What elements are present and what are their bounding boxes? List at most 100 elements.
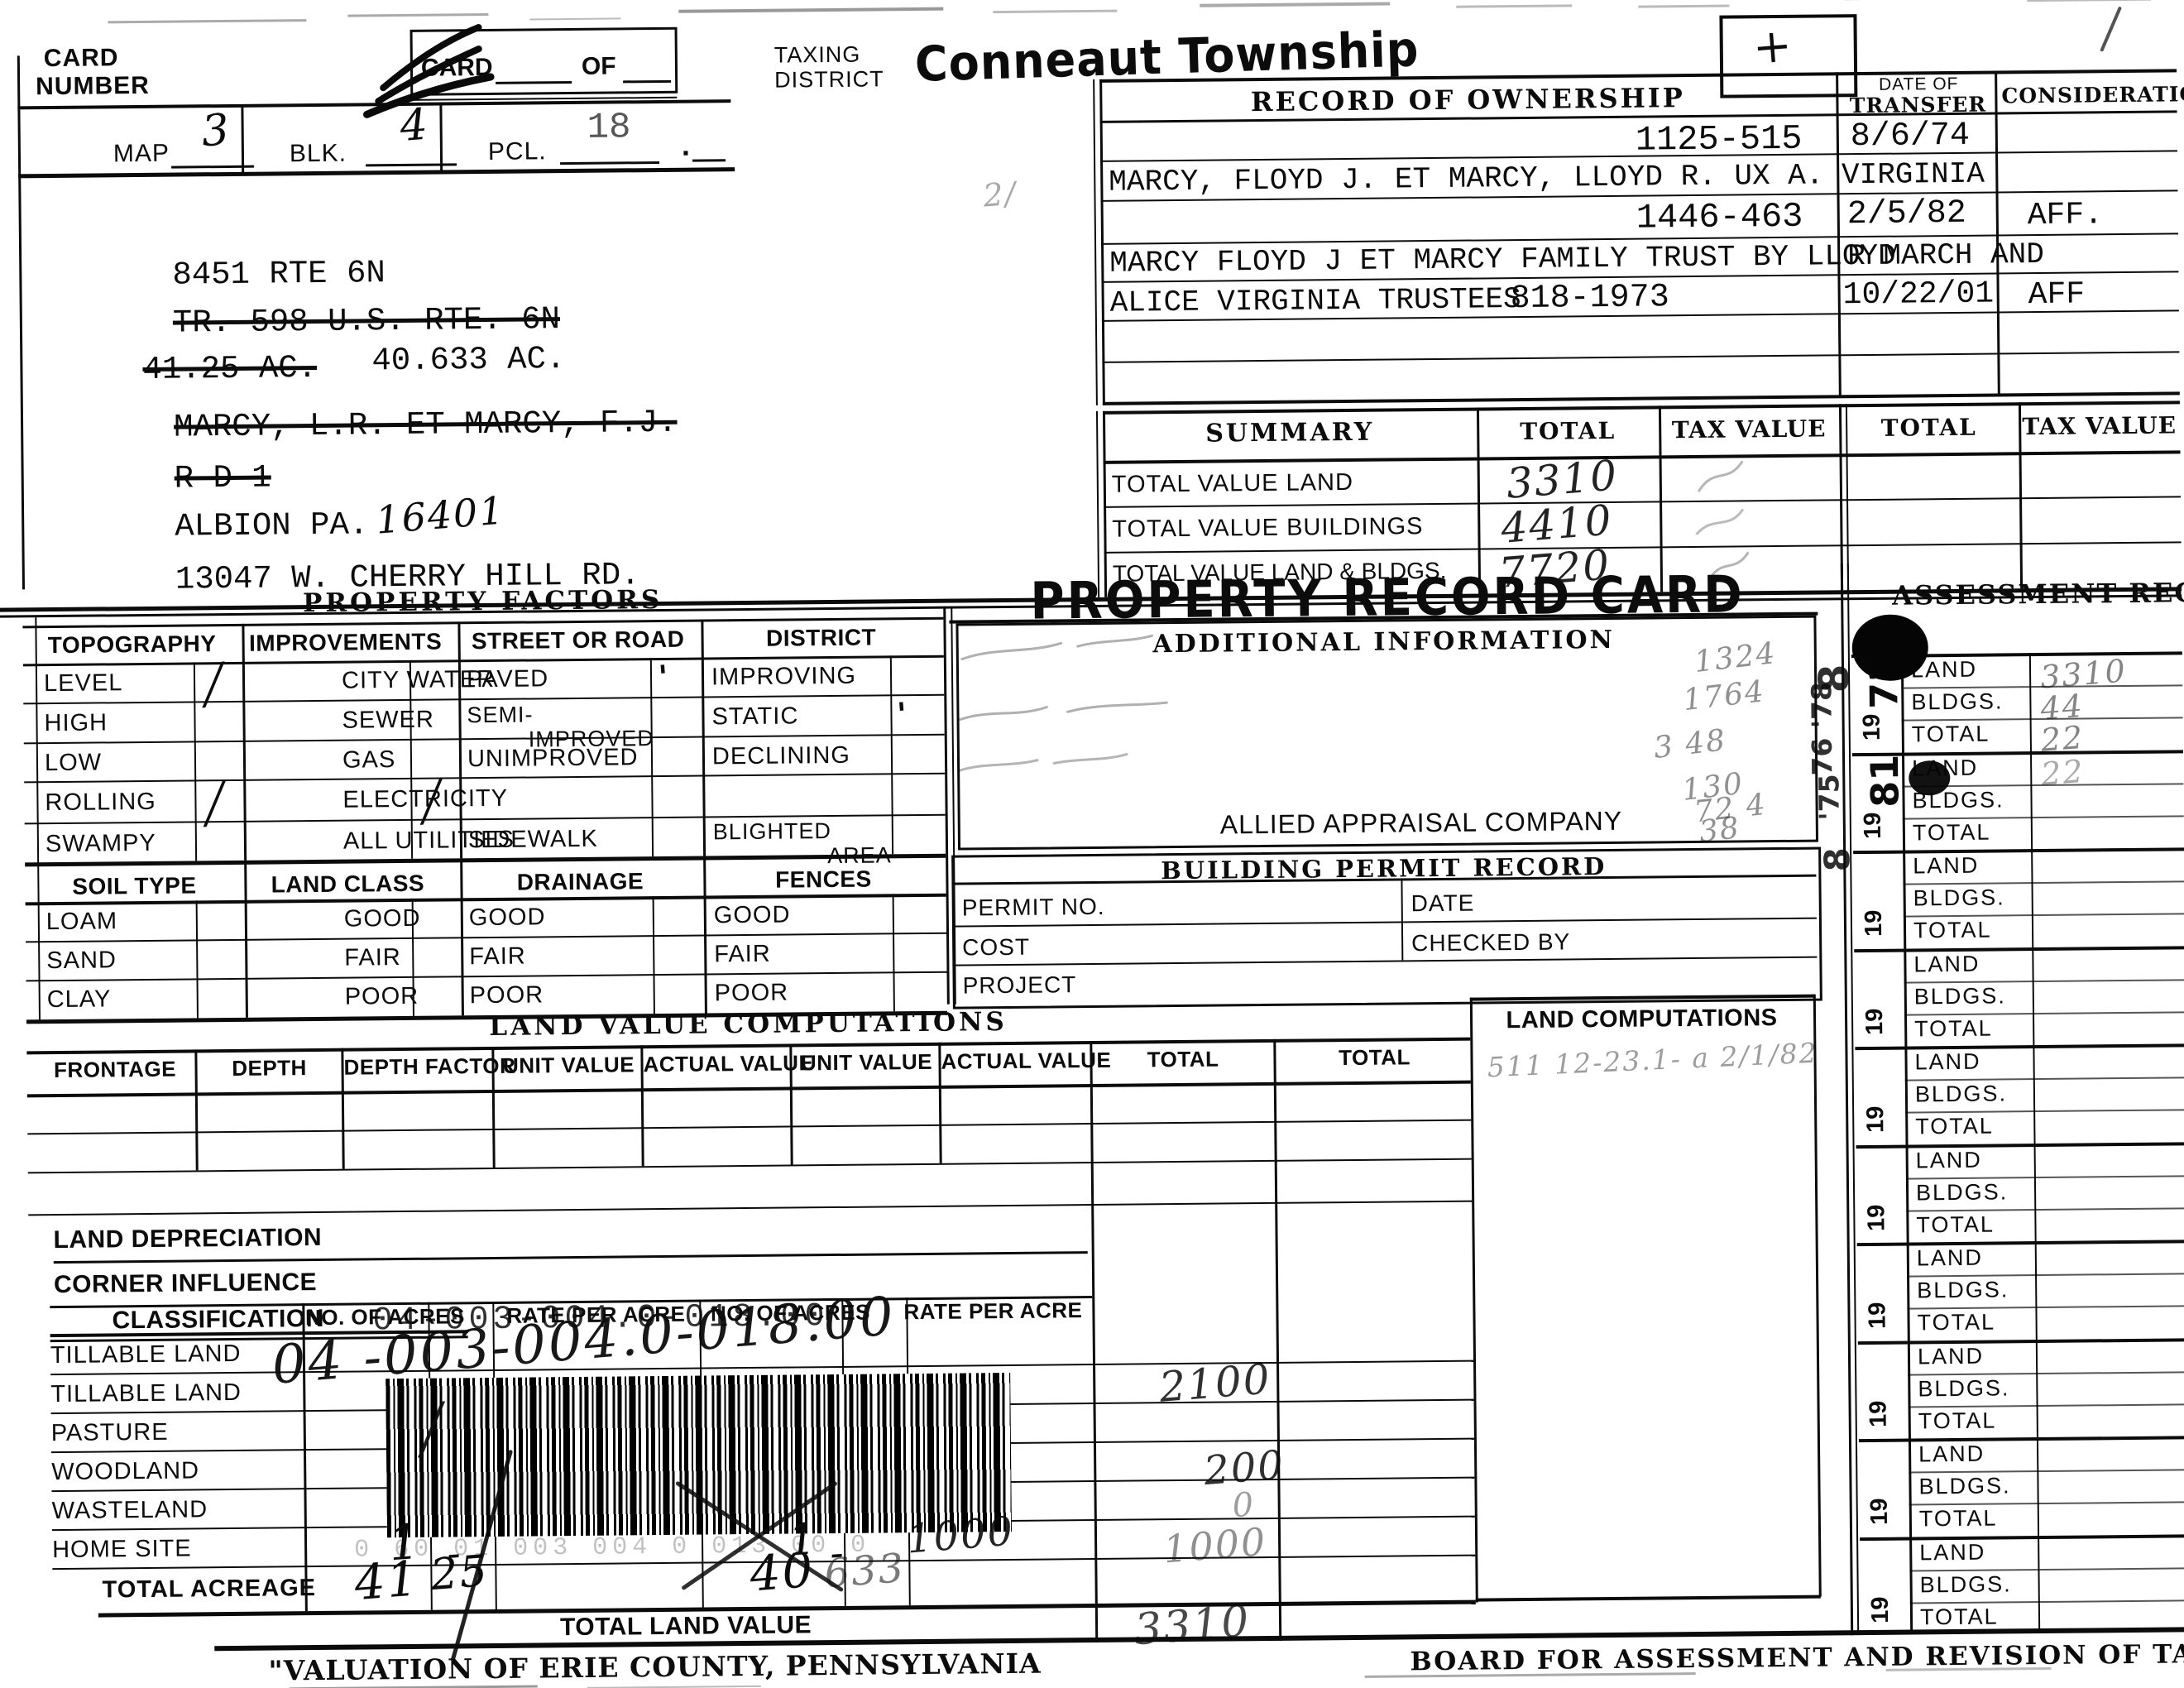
homesite-rate2-hw: 1000: [904, 1508, 1017, 1563]
grid-line: [993, 9, 1118, 14]
factor-item-label: LEVEL: [43, 669, 123, 698]
grid-line: [439, 103, 443, 172]
corner-handwritten-mark: +: [1751, 18, 1796, 75]
assessment-year-prefix: 19: [1862, 1105, 1889, 1134]
grid-line: [692, 159, 726, 162]
address-line: MARCY, L.R. ET MARCY, F.J.: [173, 404, 678, 446]
factor-item-label: LOW: [44, 749, 103, 777]
classification-row-label: TOTAL ACREAGE: [102, 1575, 317, 1604]
permit-cost-label: COST: [962, 933, 1031, 961]
grid-line: [241, 105, 245, 174]
footer-left: "VALUATION OF ERIE COUNTY, PENNSYLVANIA: [268, 1647, 1042, 1687]
assessment-row-label: TOTAL: [1915, 1113, 1994, 1139]
assessment-row-label: BLDGS.: [1914, 1081, 2008, 1107]
consideration-value: AFF: [2028, 276, 2086, 314]
pcl-suffix: .: [681, 127, 691, 162]
assessment-year-prefix: 19: [1859, 812, 1886, 840]
grid-line: [2027, 0, 2152, 2]
soil-column-header: DRAINAGE: [516, 868, 644, 895]
grid-line: [1905, 1175, 2184, 1180]
lvc-column-header: ACTUAL VALUE: [643, 1050, 814, 1077]
barcode: [386, 1372, 1012, 1538]
soil-item-label: CLAY: [46, 985, 112, 1014]
factor-item-label: PAVED: [466, 665, 549, 693]
grid-line: [1102, 351, 2180, 363]
grid-line: [242, 623, 247, 861]
permit-no-label: PERMIT NO.: [961, 893, 1105, 921]
grid-line: [1904, 1077, 2184, 1081]
grid-line: [1093, 79, 1098, 405]
grid-line: [1909, 1599, 2184, 1604]
grid-line: [457, 621, 463, 859]
summary-col-taxvalue-2: TAX VALUE: [2022, 411, 2177, 441]
grid-line: [35, 617, 41, 1022]
assessment-row-label: BLDGS.: [1918, 1473, 2011, 1499]
factor-item-label: STATIC: [711, 703, 799, 731]
lvc-column-header: TOTAL: [1147, 1046, 1219, 1072]
pcl-value: 18: [587, 107, 631, 149]
map-value: 3: [199, 104, 233, 157]
corner-slash-mark: [2100, 7, 2122, 52]
grid-line: [18, 167, 735, 179]
grid-line: [892, 894, 895, 1012]
assessment-year-prefix: 19: [1860, 909, 1888, 938]
additional-info-number-handwritten: 38: [1697, 811, 1742, 850]
assessment-value-handwritten: 22: [2039, 752, 2086, 793]
card-number-label-line1: CARD: [43, 44, 119, 73]
grid-line: [347, 12, 489, 17]
address-line: ALBION PA.: [175, 506, 369, 545]
grid-line: [1903, 913, 2184, 918]
grid-line: [1456, 4, 1573, 8]
grid-line: [529, 17, 621, 21]
classification-row-label: TILLABLE LAND: [50, 1340, 242, 1369]
permit-date-label: DATE: [1410, 890, 1475, 917]
assessment-year-prefix: 19: [1864, 1302, 1891, 1330]
total-land-value-hw: 3310: [1132, 1596, 1252, 1656]
land-computations-note-hw: 511 12-23.1- a 2/1/82: [1486, 1036, 1819, 1084]
grid-line: [652, 896, 655, 1014]
assessment-row-label: LAND: [1916, 1244, 1984, 1271]
address-acreage-corrected: 40.633 AC.: [371, 341, 566, 380]
assessment-year-prefix: 19: [1865, 1400, 1892, 1428]
address-line: R D 1: [174, 459, 271, 497]
ownership-title: RECORD OF OWNERSHIP: [1250, 82, 1686, 118]
grid-line: [1909, 1501, 2184, 1506]
soil-item-label: GOOD: [468, 904, 546, 932]
grid-line: [108, 19, 307, 24]
date-of-transfer-label-line2: TRANSFER: [1849, 92, 1987, 118]
soil-item-label: FAIR: [714, 940, 771, 968]
lvc-column-header: ACTUAL VALUE: [941, 1047, 1112, 1074]
assessment-row-label: BLDGS.: [1911, 688, 2004, 715]
assessment-row-label: LAND: [1912, 755, 1979, 781]
grid-line: [1903, 880, 2184, 885]
grid-line: [1904, 979, 2184, 984]
assessment-row-label: TOTAL: [1918, 1407, 1997, 1434]
total-acreage-acres2-hw: 40: [747, 1541, 817, 1603]
transfer-date: 10/22/01: [1842, 276, 1995, 314]
footer-right: BOARD FOR ASSESSMENT AND REVISION OF TAX…: [1410, 1638, 2184, 1677]
margin-year-note: '75: [1813, 774, 1846, 821]
blk-value: 4: [398, 99, 432, 152]
factor-column-header: IMPROVEMENTS: [248, 628, 443, 656]
assessment-year-handwritten: 73: [1861, 655, 1907, 710]
pasture-check-hw: ╱: [415, 1402, 450, 1459]
factor-check-mark: ': [657, 657, 672, 696]
soil-column-header: SOIL TYPE: [72, 872, 197, 899]
taxing-district-label-line1: TAXING: [774, 41, 861, 68]
grid-line: [27, 1158, 1472, 1174]
assessment-record-title: ASSESSMENT RECORD: [1891, 576, 2184, 611]
assessment-row-label: LAND: [1915, 1147, 1982, 1173]
grid-line: [1995, 70, 2000, 396]
assessment-row-label: LAND: [1918, 1441, 1985, 1467]
assessment-row-label: BLDGS.: [1913, 885, 2005, 911]
soil-item-label: POOR: [714, 979, 789, 1007]
factor-item-label: DECLINING: [711, 741, 851, 770]
soil-item-label: POOR: [469, 981, 544, 1009]
grid-line: [889, 655, 894, 855]
grid-line: [1090, 1041, 1099, 1643]
deed-book-page: 1125-515: [1635, 118, 1803, 161]
soil-item-label: FAIR: [469, 942, 526, 971]
faint-date-note: 2/: [981, 175, 1019, 214]
card-number-label-line2: NUMBER: [35, 71, 150, 101]
consideration-label: CONSIDERATION: [2001, 81, 2184, 108]
